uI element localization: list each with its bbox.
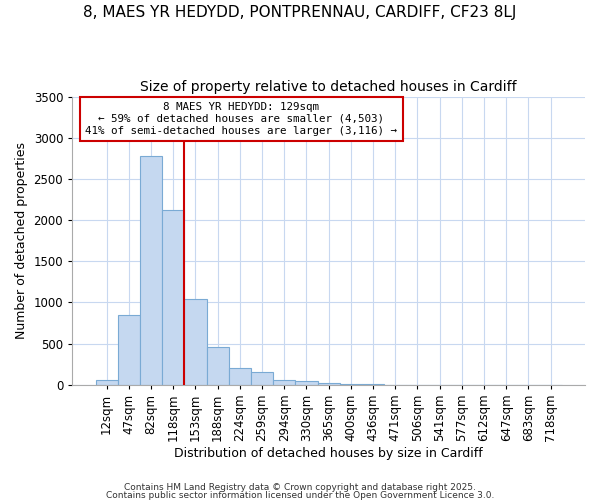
Bar [140, 156, 162, 385]
Text: Contains HM Land Registry data © Crown copyright and database right 2025.: Contains HM Land Registry data © Crown c… [124, 484, 476, 492]
Title: Size of property relative to detached houses in Cardiff: Size of property relative to detached ho… [140, 80, 517, 94]
Bar [95, 380, 118, 385]
Bar [184, 299, 206, 385]
Bar [206, 347, 229, 385]
Bar [340, 384, 362, 385]
Y-axis label: Number of detached properties: Number of detached properties [15, 142, 28, 339]
Bar [229, 368, 251, 385]
Bar [273, 380, 295, 385]
Text: Contains public sector information licensed under the Open Government Licence 3.: Contains public sector information licen… [106, 490, 494, 500]
Bar [162, 210, 184, 385]
Text: 8 MAES YR HEDYDD: 129sqm
← 59% of detached houses are smaller (4,503)
41% of sem: 8 MAES YR HEDYDD: 129sqm ← 59% of detach… [85, 102, 397, 136]
Bar [251, 372, 273, 385]
Bar [118, 315, 140, 385]
Bar [317, 383, 340, 385]
Bar [295, 382, 317, 385]
Text: 8, MAES YR HEDYDD, PONTPRENNAU, CARDIFF, CF23 8LJ: 8, MAES YR HEDYDD, PONTPRENNAU, CARDIFF,… [83, 5, 517, 20]
X-axis label: Distribution of detached houses by size in Cardiff: Distribution of detached houses by size … [174, 447, 483, 460]
